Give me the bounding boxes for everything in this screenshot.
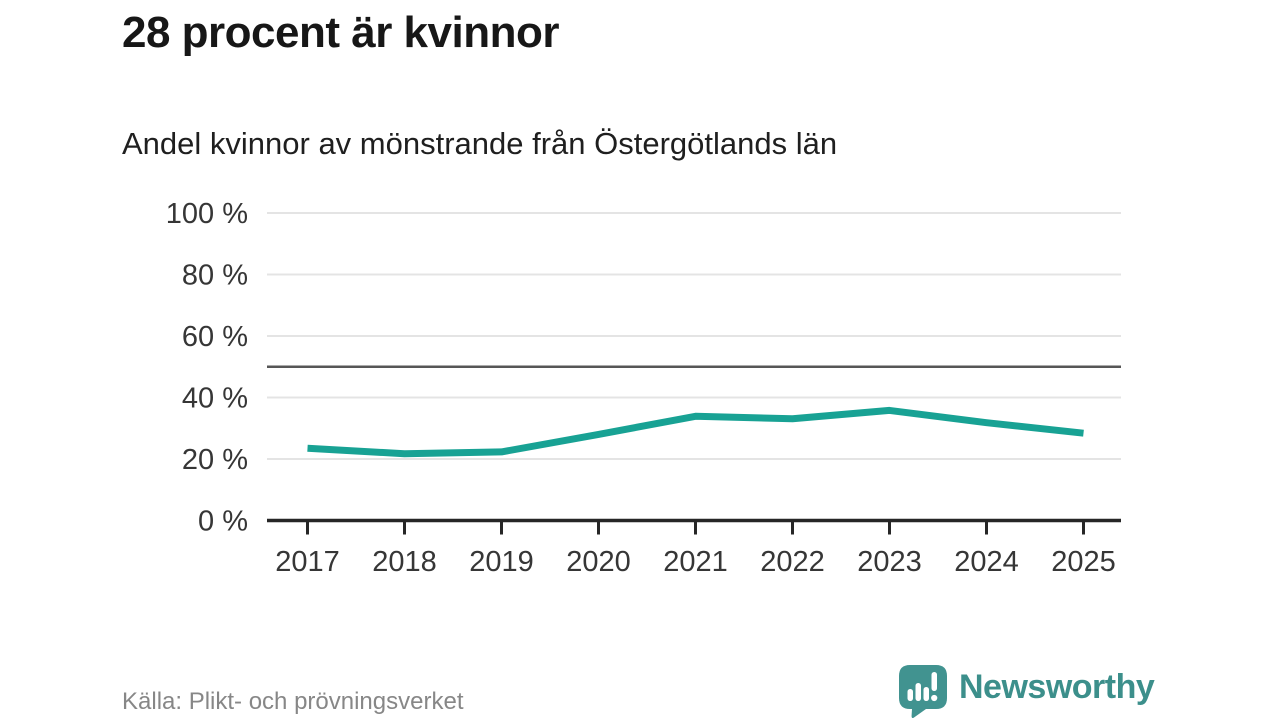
y-axis-tick-label: 60 % xyxy=(182,321,248,353)
newsworthy-logo-icon xyxy=(899,665,947,718)
y-axis-tick-label: 100 % xyxy=(166,198,248,230)
newsworthy-logo-text: Newsworthy xyxy=(959,667,1155,706)
x-axis-tick-label: 2023 xyxy=(857,546,922,578)
y-axis-tick-label: 0 % xyxy=(198,506,248,538)
logo-exclamation-dot xyxy=(931,694,938,702)
chart-title: 28 procent är kvinnor xyxy=(122,8,559,57)
x-axis-tick-label: 2018 xyxy=(372,546,437,578)
y-axis-tick-label: 20 % xyxy=(182,444,248,476)
logo-bar-3 xyxy=(923,687,929,701)
x-axis-tick-label: 2022 xyxy=(760,546,825,578)
logo-bubble-shape xyxy=(899,665,947,718)
source-caption: Källa: Plikt- och prövningsverket xyxy=(122,688,464,715)
data-line xyxy=(307,406,1084,458)
logo-exclamation-bar xyxy=(931,672,937,691)
y-axis-tick-label: 40 % xyxy=(182,383,248,415)
x-axis-tick-label: 2021 xyxy=(663,546,728,578)
x-axis-tick-label: 2020 xyxy=(566,546,631,578)
x-axis-tick-label: 2019 xyxy=(469,546,534,578)
logo-bar-1 xyxy=(907,689,913,701)
logo-bar-2 xyxy=(915,683,921,701)
chart-subtitle: Andel kvinnor av mönstrande från Östergö… xyxy=(122,126,838,161)
x-axis-tick-label: 2024 xyxy=(954,546,1019,578)
newsworthy-logo: Newsworthy xyxy=(898,664,1155,718)
x-axis-tick-label: 2025 xyxy=(1051,546,1116,578)
y-axis-tick-label: 80 % xyxy=(182,260,248,292)
x-axis-tick-label: 2017 xyxy=(275,546,340,578)
